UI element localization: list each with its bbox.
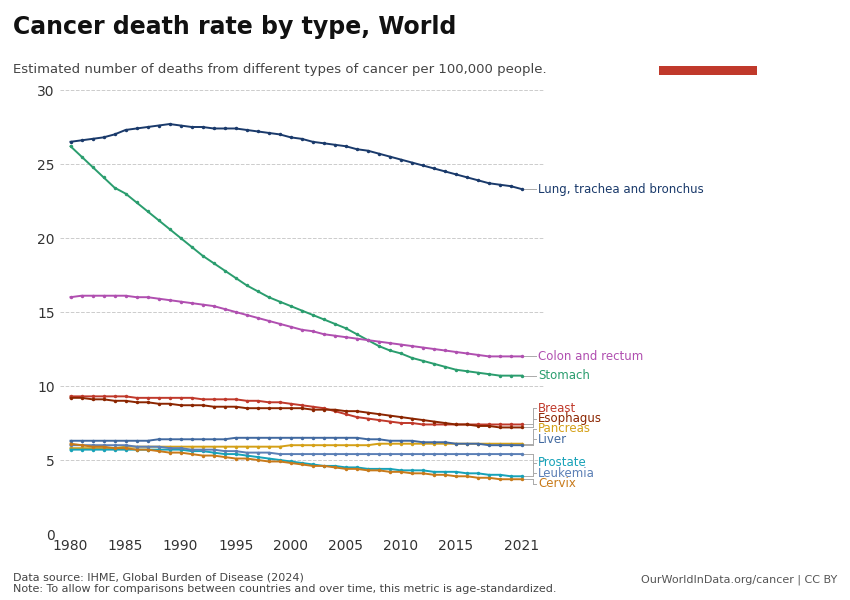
Text: Colon and rectum: Colon and rectum — [538, 350, 643, 363]
Text: Estimated number of deaths from different types of cancer per 100,000 people.: Estimated number of deaths from differen… — [13, 63, 547, 76]
Text: OurWorldInData.org/cancer | CC BY: OurWorldInData.org/cancer | CC BY — [641, 575, 837, 585]
Text: Pancreas: Pancreas — [538, 422, 591, 436]
Text: Esophagus: Esophagus — [538, 412, 602, 425]
Text: Leukemia: Leukemia — [538, 467, 595, 480]
Text: Liver: Liver — [538, 433, 567, 446]
Text: Cancer death rate by type, World: Cancer death rate by type, World — [13, 15, 456, 39]
Text: Breast: Breast — [538, 402, 576, 415]
Text: Data source: IHME, Global Burden of Disease (2024): Data source: IHME, Global Burden of Dise… — [13, 572, 303, 582]
Text: Our World: Our World — [676, 29, 740, 39]
Text: Lung, trachea and bronchus: Lung, trachea and bronchus — [538, 182, 704, 196]
Text: Note: To allow for comparisons between countries and over time, this metric is a: Note: To allow for comparisons between c… — [13, 584, 556, 594]
Text: Prostate: Prostate — [538, 457, 586, 469]
Text: in Data: in Data — [685, 46, 730, 56]
Bar — [659, 67, 756, 75]
Text: Stomach: Stomach — [538, 369, 590, 382]
Text: Cervix: Cervix — [538, 477, 575, 490]
